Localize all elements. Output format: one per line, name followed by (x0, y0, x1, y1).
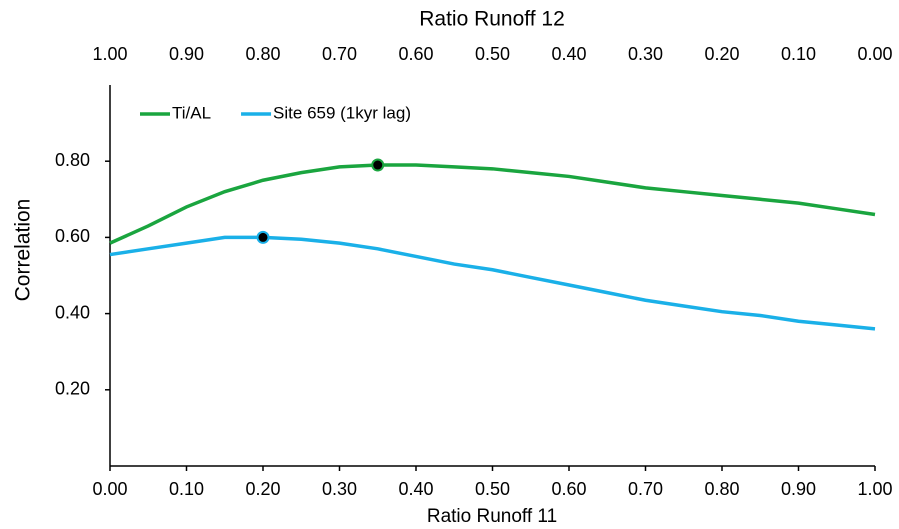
x-tick-label: 1.00 (857, 479, 892, 499)
x2-tick-label: 0.40 (551, 44, 586, 64)
x2-axis-title: Ratio Runoff 12 (419, 8, 565, 31)
x2-tick-label: 0.00 (857, 44, 892, 64)
x-tick-label: 0.00 (92, 479, 127, 499)
legend-label: Site 659 (1kyr lag) (273, 103, 411, 122)
x-tick-label: 0.50 (475, 479, 510, 499)
x2-tick-label: 0.60 (398, 44, 433, 64)
x-tick-label: 0.10 (169, 479, 204, 499)
x-tick-label: 0.70 (628, 479, 663, 499)
y-axis-title: Correlation (12, 199, 35, 302)
x2-tick-label: 0.10 (781, 44, 816, 64)
x-axis-title: Ratio Runoff 11 (427, 506, 557, 527)
y-tick-label: 0.20 (55, 379, 90, 399)
x-tick-label: 0.20 (245, 479, 280, 499)
highlight-point (371, 158, 385, 172)
x2-tick-label: 0.30 (628, 44, 663, 64)
x2-tick-label: 1.00 (92, 44, 127, 64)
legend-label: Ti/AL (172, 103, 211, 122)
x-tick-label: 0.40 (398, 479, 433, 499)
x2-tick-label: 0.90 (169, 44, 204, 64)
x2-tick-label: 0.20 (704, 44, 739, 64)
x2-tick-label: 0.80 (245, 44, 280, 64)
highlight-point (256, 230, 270, 244)
x-tick-label: 0.80 (704, 479, 739, 499)
series-line (109, 235, 876, 331)
y-tick-label: 0.60 (55, 226, 90, 246)
y-tick-label: 0.40 (55, 302, 90, 322)
series-line (109, 163, 876, 245)
x-tick-label: 0.90 (781, 479, 816, 499)
x-tick-label: 0.60 (551, 479, 586, 499)
x-tick-label: 0.30 (322, 479, 357, 499)
y-tick-label: 0.80 (55, 150, 90, 170)
x2-tick-label: 0.50 (475, 44, 510, 64)
x2-tick-label: 0.70 (322, 44, 357, 64)
